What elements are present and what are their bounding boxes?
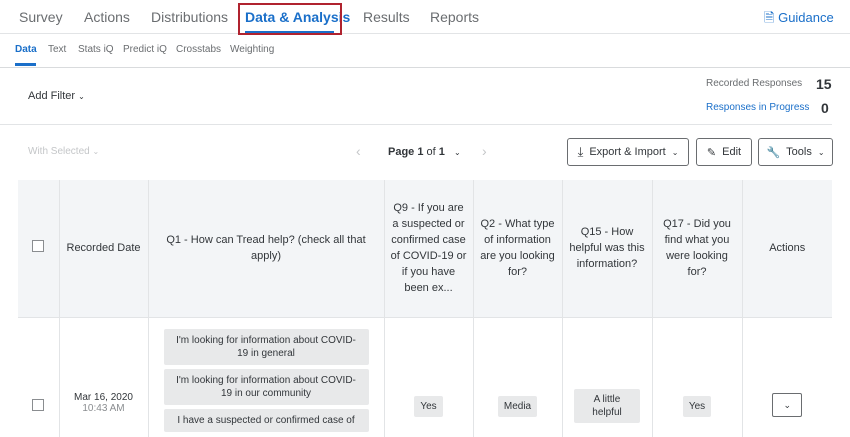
document-icon: 🗎 (764, 10, 775, 25)
answer-chip: Yes (414, 395, 443, 417)
divider (0, 124, 832, 125)
row-actions-dropdown[interactable]: ⌄ (772, 392, 803, 417)
responses-in-progress-count: 0 (821, 100, 829, 116)
tab-data-analysis[interactable]: Data & Analysis (245, 9, 351, 25)
row-checkbox[interactable] (32, 398, 45, 411)
column-header[interactable]: Recorded Date (58, 180, 148, 317)
page-total: 1 (438, 146, 445, 158)
column-header[interactable]: Q2 - What type of information are you lo… (472, 180, 562, 317)
with-selected-dropdown[interactable]: With Selected ⌄ (28, 146, 99, 157)
tools-label: Tools (786, 146, 812, 158)
guidance-label: Guidance (778, 10, 834, 25)
row-select-cell (18, 316, 59, 437)
active-subtab-underline (15, 63, 36, 66)
column-header[interactable]: Q1 - How can Tread help? (check all that… (147, 180, 384, 317)
page-prefix: Page (388, 146, 415, 158)
chevron-down-icon: ⌄ (817, 147, 825, 157)
chevron-down-icon: ⌄ (78, 92, 85, 101)
chevron-down-icon: ⌄ (783, 399, 792, 410)
chevron-down-icon: ⌄ (671, 147, 679, 157)
subtab-data[interactable]: Data (15, 44, 37, 55)
highlight-box (238, 3, 342, 35)
q2-cell: Media (472, 316, 562, 437)
q1-cell: I'm looking for information about COVID-… (147, 316, 384, 437)
tab-reports[interactable]: Reports (430, 9, 480, 25)
add-filter-button[interactable]: Add Filter ⌄ (28, 90, 85, 102)
responses-table: Recorded Date Q1 - How can Tread help? (… (18, 180, 832, 437)
answer-chip: A little helpful (574, 388, 640, 423)
table-row: Mar 16, 2020 10:43 AM I'm looking for inf… (18, 316, 832, 437)
edit-button[interactable]: ✎ Edit (696, 138, 752, 166)
recorded-date: Mar 16, 2020 (74, 391, 133, 403)
subtab-stats-iq[interactable]: Stats iQ (78, 44, 114, 55)
q9-cell: Yes (383, 316, 473, 437)
wrench-icon: 🔧 (766, 146, 781, 159)
responses-in-progress-link[interactable]: Responses in Progress (706, 102, 810, 113)
pencil-icon: ✎ (706, 146, 717, 159)
tab-results[interactable]: Results (363, 9, 410, 25)
page-selector[interactable]: Page 1 of 1 ⌄ (388, 146, 461, 158)
date-cell: Mar 16, 2020 10:43 AM (58, 316, 148, 437)
subtab-text[interactable]: Text (48, 44, 67, 55)
actions-cell: ⌄ (741, 316, 832, 437)
answer-chip: I have a suspected or confirmed case of (163, 408, 369, 432)
subtab-weighting[interactable]: Weighting (230, 44, 275, 55)
prev-page-icon[interactable]: ‹ (356, 143, 361, 159)
q15-cell: A little helpful (561, 316, 652, 437)
column-header[interactable]: Q9 - If you are a suspected or confirmed… (383, 180, 473, 317)
chevron-down-icon: ⌄ (92, 147, 100, 156)
top-nav: Survey Actions Distributions Data & Anal… (0, 0, 850, 35)
table-header-row: Recorded Date Q1 - How can Tread help? (… (18, 180, 832, 317)
chevron-down-icon: ⌄ (453, 148, 461, 157)
page-current: 1 (417, 146, 424, 158)
answer-chip: Media (497, 395, 538, 417)
column-header[interactable]: Q15 - How helpful was this information? (561, 180, 652, 317)
edit-label: Edit (722, 146, 742, 158)
export-import-button[interactable]: ⤓ Export & Import ⌄ (567, 138, 689, 166)
recorded-time: 10:43 AM (82, 402, 125, 414)
answer-chip: Yes (682, 395, 712, 417)
tab-actions[interactable]: Actions (84, 9, 130, 25)
select-all-checkbox[interactable] (32, 239, 45, 252)
next-page-icon[interactable]: › (482, 143, 487, 159)
active-tab-underline (245, 31, 334, 33)
column-header[interactable]: Q17 - Did you find what you were looking… (651, 180, 742, 317)
with-selected-label: With Selected (28, 146, 90, 157)
recorded-responses-count: 15 (816, 76, 832, 92)
tab-survey[interactable]: Survey (19, 9, 63, 25)
recorded-responses-label: Recorded Responses (706, 78, 803, 89)
q17-cell: Yes (651, 316, 742, 437)
answer-chip: I'm looking for information about COVID-… (163, 328, 369, 365)
answer-chip: I'm looking for information about COVID-… (163, 368, 369, 405)
page-of: of (426, 146, 436, 158)
select-all-header (18, 180, 59, 317)
download-icon: ⤓ (577, 144, 584, 159)
subtab-predict-iq[interactable]: Predict iQ (123, 44, 167, 55)
sub-nav: Data Text Stats iQ Predict iQ Crosstabs … (0, 34, 850, 68)
add-filter-label: Add Filter (28, 90, 76, 102)
export-import-label: Export & Import (589, 146, 666, 158)
tab-distributions[interactable]: Distributions (151, 9, 229, 25)
subtab-crosstabs[interactable]: Crosstabs (176, 44, 222, 55)
guidance-link[interactable]: 🗎 Guidance (764, 9, 834, 31)
column-header: Actions (741, 180, 832, 317)
tools-button[interactable]: 🔧 Tools ⌄ (758, 138, 833, 166)
